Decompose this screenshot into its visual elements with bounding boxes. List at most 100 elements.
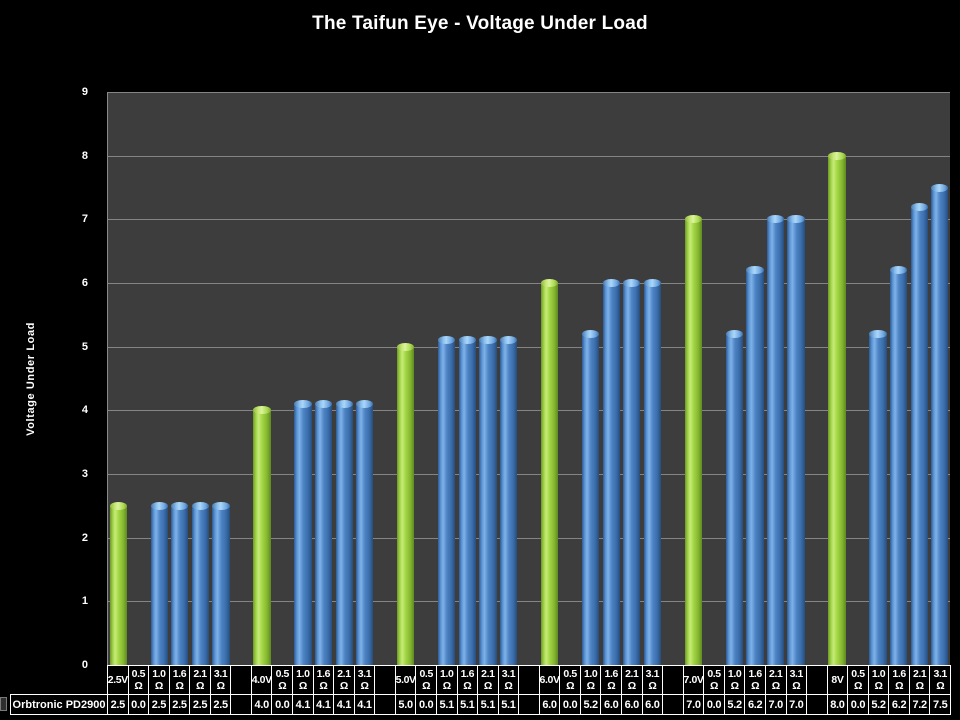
bar-7.0V-1.6Ω [746,266,764,665]
bar-4.0V-4.0V [253,406,271,665]
bar-5.0V-3.1Ω [499,336,518,665]
y-tick-label: 4 [81,404,88,417]
bar-slot [170,92,191,665]
spacer-cell [231,695,251,714]
spacer-cell [519,695,539,714]
bar-8V-3.1Ω [931,183,949,665]
category-header-cell: 3.1 Ω [642,666,663,694]
category-header-cell: 1.6 Ω [313,666,334,694]
category-header-cell: 3.1 Ω [498,666,519,694]
bar-slot [909,92,930,665]
table-value-cell: 2.5 [190,695,210,714]
table-value-cell: 7.0 [683,695,704,714]
bar-slot [478,92,499,665]
bar-slot [396,92,417,665]
y-axis-title-text: Voltage Under Load [25,321,37,436]
table-value-cell: 2.5 [169,695,190,714]
category-header-cell: 1.6 Ω [745,666,765,694]
bar-slot [786,92,807,665]
y-tick-label: 2 [81,531,88,544]
category-header-cell: 0.5 Ω [272,666,293,694]
category-header-cell: 0.5 Ω [560,666,580,694]
table-value-cell: 5.1 [478,695,498,714]
bar-slot [642,92,663,665]
gridline [108,601,950,603]
data-table: 2.5V 0.5 Ω 1.0 Ω 1.6 Ω 2.1 Ω 3.1 Ω 4.0V 0.5 Ω 1.0 Ω 1.6 Ω… [107,665,951,715]
y-tick-label: 0 [81,659,88,671]
gridline [108,155,950,157]
bar-slot [334,92,355,665]
table-value-cell: 5.2 [868,695,889,714]
y-tick-label: 8 [81,149,88,162]
bar-slot [437,92,458,665]
bar-slot [580,92,601,665]
category-header-cell: 3.1 Ω [786,666,807,694]
bar-slot [745,92,766,665]
category-header-cell: 6.0V [539,666,560,694]
gridline [108,219,950,221]
bar-5.0V-1.6Ω [458,336,477,665]
y-axis-tick-labels: 0 1 2 3 4 5 6 7 8 9 [70,86,98,671]
table-value-cell: 7.2 [909,695,930,714]
bar-slot [457,92,478,665]
category-header-cell: 1.6 Ω [457,666,478,694]
table-value-cell: 6.0 [601,695,622,714]
table-value-cell: 2.5 [210,695,231,714]
y-axis-title: Voltage Under Load [22,92,40,665]
spacer-cell [807,666,827,694]
table-value-cell: 5.0 [395,695,416,714]
category-header-cell: 3.1 Ω [210,666,231,694]
category-header-cell: 2.1 Ω [909,666,930,694]
bar-7.0V-2.1Ω [766,215,785,665]
bar-7.0V-7.0V [684,215,703,665]
table-value-cell: 0.0 [560,695,580,714]
category-header-cell: 1.6 Ω [169,666,190,694]
table-value-cell: 6.2 [745,695,765,714]
category-header-cell: 3.1 Ω [930,666,950,694]
bar-4.0V-1.0Ω [294,399,312,665]
spacer-cell [663,666,683,694]
bar-slot [724,92,745,665]
category-header-cell: 0.5 Ω [704,666,724,694]
table-value-cell: 0.0 [416,695,436,714]
chart-title: The Taifun Eye - Voltage Under Load [312,13,648,34]
bar-slot [765,92,786,665]
bar-6.0V-1.6Ω [602,279,620,665]
table-value-cell: 5.2 [580,695,601,714]
bar-2.5V-1.0Ω [150,501,169,665]
category-header-cell: 1.0 Ω [580,666,601,694]
table-value-cell: 6.0 [539,695,560,714]
category-header-cell: 2.1 Ω [334,666,354,694]
category-header-cell: 1.0 Ω [149,666,169,694]
category-header-cell: 1.6 Ω [889,666,909,694]
category-header-cell: 0.5 Ω [128,666,149,694]
table-value-cell: 4.0 [251,695,272,714]
gridline [108,346,950,348]
bar-slot [498,92,519,665]
table-value-cell: 0.0 [848,695,868,714]
bar-5.0V-2.1Ω [479,336,497,665]
category-header-cell: 0.5 Ω [848,666,868,694]
category-header-cell: 1.0 Ω [724,666,745,694]
table-value-cell: 7.5 [930,695,950,714]
bar-2.5V-3.1Ω [212,501,230,665]
series-label: Orbtronic PD2900 [10,694,108,715]
category-header-cell: 1.0 Ω [436,666,457,694]
y-tick-label: 1 [81,595,88,608]
category-header-cell: 7.0V [683,666,704,694]
category-header-cell: 5.0V [395,666,416,694]
spacer-cell [519,666,539,694]
bar-2.5V-2.5V [109,501,128,665]
bar-8V-1.0Ω [869,329,887,665]
bar-slot [190,92,211,665]
bar-7.0V-3.1Ω [787,215,805,665]
bar-6.0V-1.0Ω [581,329,600,665]
table-value-cell: 7.0 [786,695,807,714]
bar-8V-1.6Ω [890,266,908,665]
bar-4.0V-2.1Ω [335,399,354,665]
bar-slot [108,92,129,665]
category-header-cell: 2.1 Ω [622,666,642,694]
bar-slot [211,92,232,665]
table-value-cell: 6.0 [642,695,663,714]
legend-key [0,697,7,711]
